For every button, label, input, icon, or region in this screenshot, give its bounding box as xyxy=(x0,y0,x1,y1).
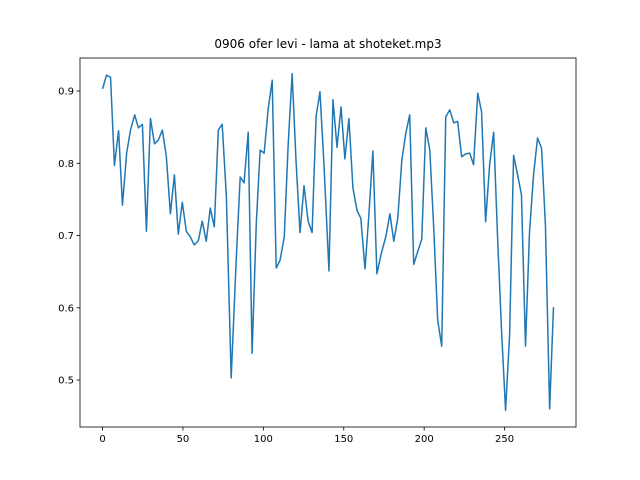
y-tick-label: 0.7 xyxy=(58,231,74,242)
x-tick-label: 50 xyxy=(177,434,190,445)
chart-title: 0906 ofer levi - lama at shoteket.mp3 xyxy=(214,37,441,51)
y-tick-label: 0.9 xyxy=(58,87,74,98)
x-tick-label: 250 xyxy=(495,434,514,445)
x-tick-label: 0 xyxy=(99,434,105,445)
x-tick-label: 100 xyxy=(254,434,273,445)
y-tick-label: 0.6 xyxy=(58,303,74,314)
y-tick-label: 0.5 xyxy=(58,376,74,387)
x-tick-label: 200 xyxy=(415,434,434,445)
line-series xyxy=(101,72,555,412)
x-tick-label: 150 xyxy=(334,434,353,445)
y-tick-label: 0.8 xyxy=(58,159,74,170)
axes-frame xyxy=(79,57,577,428)
